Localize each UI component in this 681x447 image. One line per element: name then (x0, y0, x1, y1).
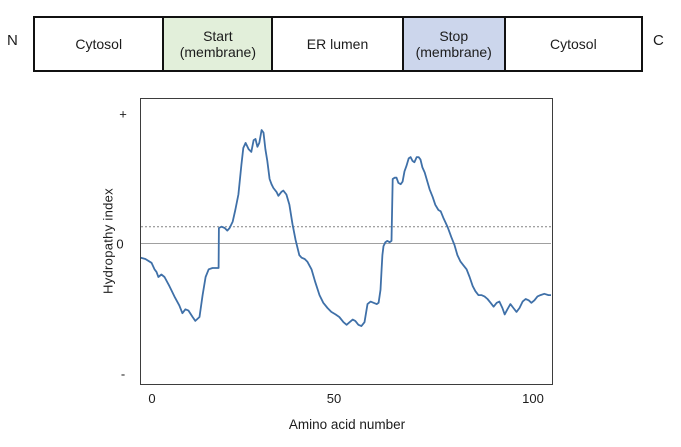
y-axis-title: Hydropathy index (100, 188, 116, 294)
x-tick-100: 100 (522, 391, 544, 406)
topology-bar: Cytosol Start (membrane) ER lumen Stop (… (33, 16, 643, 72)
plot-area (140, 98, 553, 385)
segment-cytosol-c: Cytosol (503, 18, 641, 70)
n-terminus-label: N (7, 32, 18, 49)
y-axis-minus-mark: - (120, 366, 126, 382)
segment-start-membrane: Start (membrane) (162, 18, 272, 70)
y-axis-zero-mark: 0 (116, 236, 124, 252)
segment-label: Cytosol (75, 35, 123, 52)
segment-label: Stop (membrane) (415, 27, 492, 60)
c-terminus-label: C (653, 32, 664, 49)
hydropathy-curve (141, 129, 551, 327)
x-tick-50: 50 (326, 391, 342, 406)
segment-stop-membrane: Stop (membrane) (401, 18, 504, 70)
y-axis-plus-mark: + (119, 106, 127, 122)
segment-er-lumen: ER lumen (271, 18, 402, 70)
plot-canvas (141, 129, 551, 327)
segment-label: ER lumen (306, 35, 369, 52)
segment-cytosol-n: Cytosol (35, 18, 163, 70)
x-axis-title: Amino acid number (288, 417, 406, 432)
segment-label: Cytosol (550, 35, 597, 52)
x-tick-0: 0 (148, 391, 156, 406)
segment-label: Start (membrane) (179, 27, 256, 60)
